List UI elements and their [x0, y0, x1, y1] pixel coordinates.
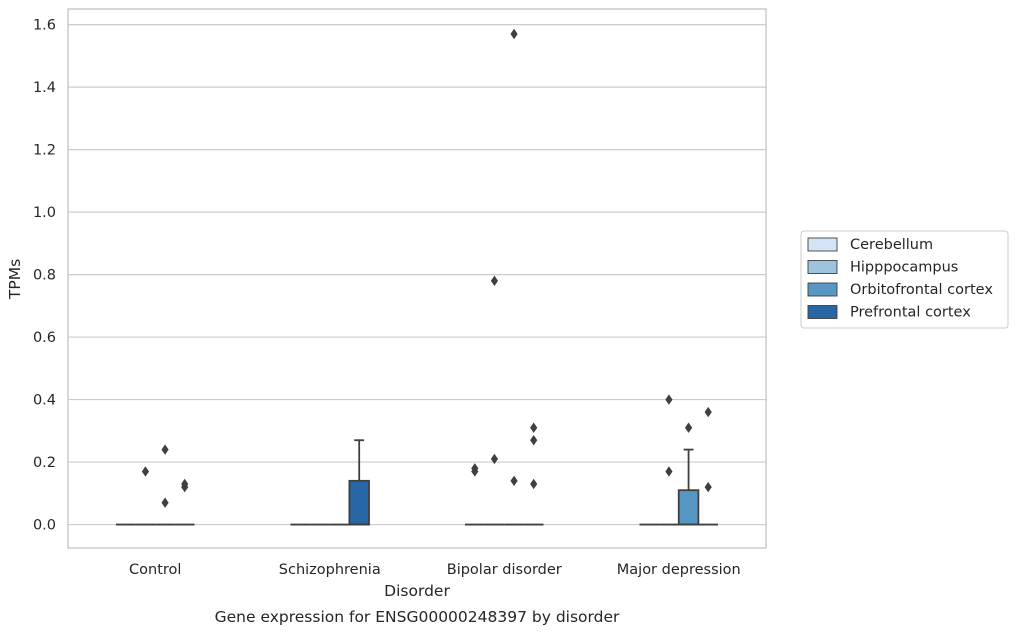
y-tick-label: 0.4 [33, 393, 56, 409]
outlier-point [141, 466, 150, 477]
y-tick-label: 1.6 [33, 18, 56, 34]
gridlines [68, 24, 766, 526]
x-tick-label: Major depression [617, 562, 741, 578]
outlier-point [161, 444, 169, 455]
legend-label: Cerebellum [850, 237, 933, 253]
x-tick-label: Schizophrenia [279, 562, 381, 578]
legend-swatch [807, 305, 838, 319]
y-tick-label: 1.2 [33, 143, 56, 159]
x-tick-label: Bipolar disorder [447, 562, 562, 578]
outlier-point [530, 478, 538, 490]
outlier-point [704, 481, 712, 493]
y-tick-labels: 0.0 0.2 0.4 0.6 0.8 1.0 1.2 1.4 1.6 [33, 18, 56, 534]
outliers [141, 28, 712, 508]
outlier-point [161, 497, 169, 508]
y-tick-label: 0.6 [33, 330, 56, 346]
y-tick-label: 0.2 [33, 455, 56, 471]
x-tick-labels: Control Schizophrenia Bipolar disorder Majo… [129, 562, 741, 578]
outlier-point [471, 463, 479, 474]
y-tick-label: 0.8 [33, 268, 56, 284]
outlier-point [530, 435, 538, 446]
y-tick-label: 1.0 [33, 205, 56, 221]
legend-swatch [807, 260, 838, 274]
box [348, 479, 370, 526]
outlier-point [530, 422, 538, 433]
outlier-point [510, 475, 518, 487]
plot-frame [67, 8, 767, 549]
legend-frame [800, 230, 1009, 329]
outlier-point [490, 275, 499, 287]
legend: Cerebellum Hipppocampus Orbitofrontal cort… [800, 230, 1009, 329]
legend-label: Prefrontal cortex [850, 305, 971, 321]
outlier-point [510, 28, 518, 40]
box [677, 489, 700, 526]
x-tick-label: Control [129, 562, 181, 578]
y-axis-label: TPMs [6, 259, 24, 300]
legend-label: Orbitofrontal cortex [850, 282, 993, 298]
outlier-point [704, 406, 712, 418]
x-axis-label: Disorder [384, 582, 450, 600]
legend-swatch [807, 282, 838, 297]
outlier-point [665, 394, 673, 405]
outlier-point [665, 466, 673, 477]
outlier-point [684, 422, 693, 433]
y-tick-label: 0.0 [33, 518, 56, 534]
chart-caption: Gene expression for ENSG00000248397 by d… [215, 608, 620, 626]
boxes [115, 439, 719, 526]
outlier-point [181, 478, 189, 490]
legend-swatch [807, 237, 838, 252]
legend-label: Hipppocampus [850, 260, 958, 276]
y-tick-label: 1.4 [33, 80, 56, 96]
outlier-point [490, 453, 499, 465]
